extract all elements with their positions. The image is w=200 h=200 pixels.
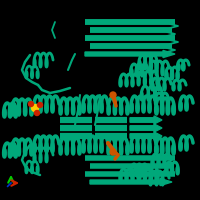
FancyArrow shape [130, 116, 162, 124]
Circle shape [35, 110, 40, 116]
FancyArrow shape [90, 178, 172, 186]
FancyArrow shape [130, 132, 162, 140]
FancyArrow shape [85, 50, 175, 58]
Circle shape [110, 149, 116, 155]
Circle shape [32, 104, 38, 112]
Circle shape [38, 102, 42, 108]
Circle shape [110, 92, 116, 98]
Circle shape [29, 102, 34, 106]
FancyArrow shape [130, 124, 162, 132]
